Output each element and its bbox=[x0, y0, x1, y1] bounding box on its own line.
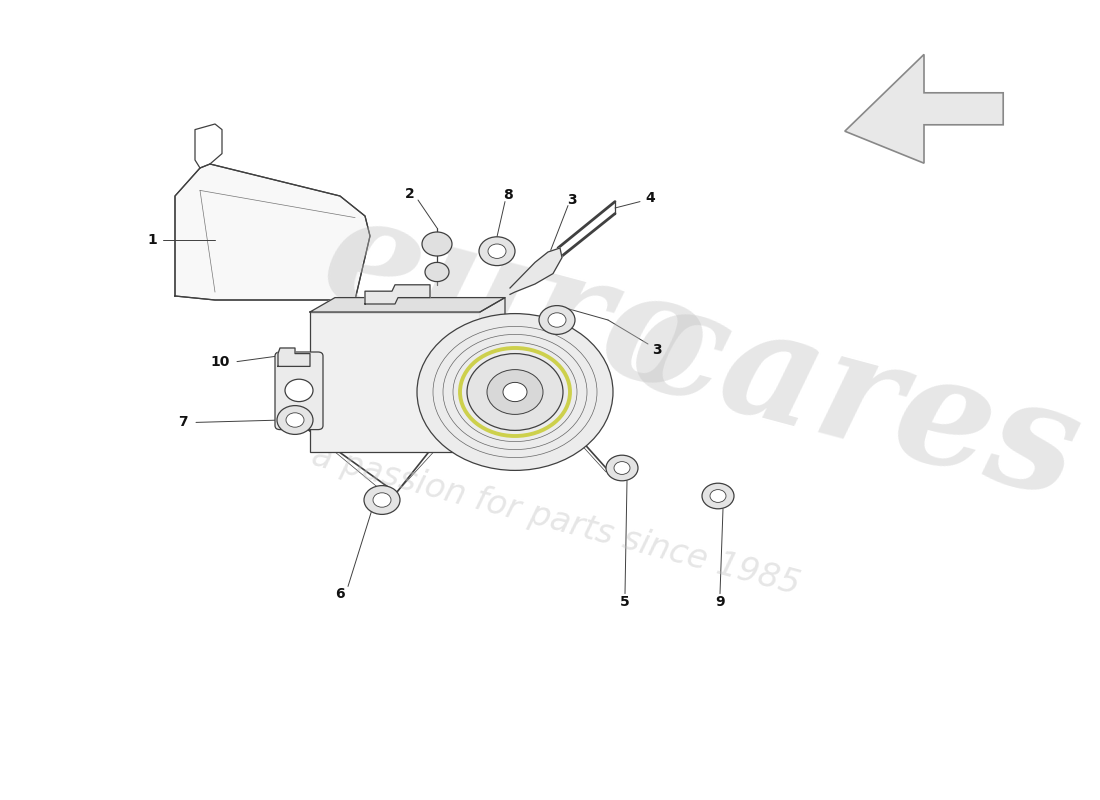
Circle shape bbox=[468, 354, 563, 430]
Circle shape bbox=[417, 314, 613, 470]
Polygon shape bbox=[175, 164, 370, 300]
Text: 6: 6 bbox=[336, 586, 344, 601]
Polygon shape bbox=[310, 298, 505, 312]
Circle shape bbox=[702, 483, 734, 509]
Text: 4: 4 bbox=[645, 191, 654, 206]
Polygon shape bbox=[510, 248, 562, 294]
Circle shape bbox=[285, 379, 314, 402]
Circle shape bbox=[539, 306, 575, 334]
Circle shape bbox=[422, 232, 452, 256]
Text: 3: 3 bbox=[652, 342, 662, 357]
Circle shape bbox=[364, 486, 400, 514]
Circle shape bbox=[286, 413, 304, 427]
Circle shape bbox=[503, 382, 527, 402]
FancyBboxPatch shape bbox=[275, 352, 323, 430]
Text: 1: 1 bbox=[147, 233, 157, 247]
Polygon shape bbox=[278, 348, 310, 366]
Text: cares: cares bbox=[616, 269, 1094, 531]
FancyBboxPatch shape bbox=[310, 312, 480, 452]
Text: 7: 7 bbox=[178, 415, 188, 430]
Circle shape bbox=[488, 244, 506, 258]
Text: 2: 2 bbox=[405, 187, 415, 202]
Text: 8: 8 bbox=[503, 188, 513, 202]
Text: euro: euro bbox=[308, 182, 724, 426]
Circle shape bbox=[710, 490, 726, 502]
Text: a passion for parts since 1985: a passion for parts since 1985 bbox=[308, 439, 803, 601]
Text: 9: 9 bbox=[715, 594, 725, 609]
Polygon shape bbox=[365, 285, 430, 304]
Polygon shape bbox=[480, 298, 505, 452]
Text: 10: 10 bbox=[210, 354, 230, 369]
Circle shape bbox=[606, 455, 638, 481]
Text: 5: 5 bbox=[620, 594, 630, 609]
Circle shape bbox=[373, 493, 390, 507]
Circle shape bbox=[487, 370, 543, 414]
Circle shape bbox=[614, 462, 630, 474]
Text: 3: 3 bbox=[568, 193, 576, 207]
Polygon shape bbox=[845, 54, 1003, 163]
Circle shape bbox=[548, 313, 566, 327]
Circle shape bbox=[425, 262, 449, 282]
Circle shape bbox=[478, 237, 515, 266]
Circle shape bbox=[277, 406, 313, 434]
